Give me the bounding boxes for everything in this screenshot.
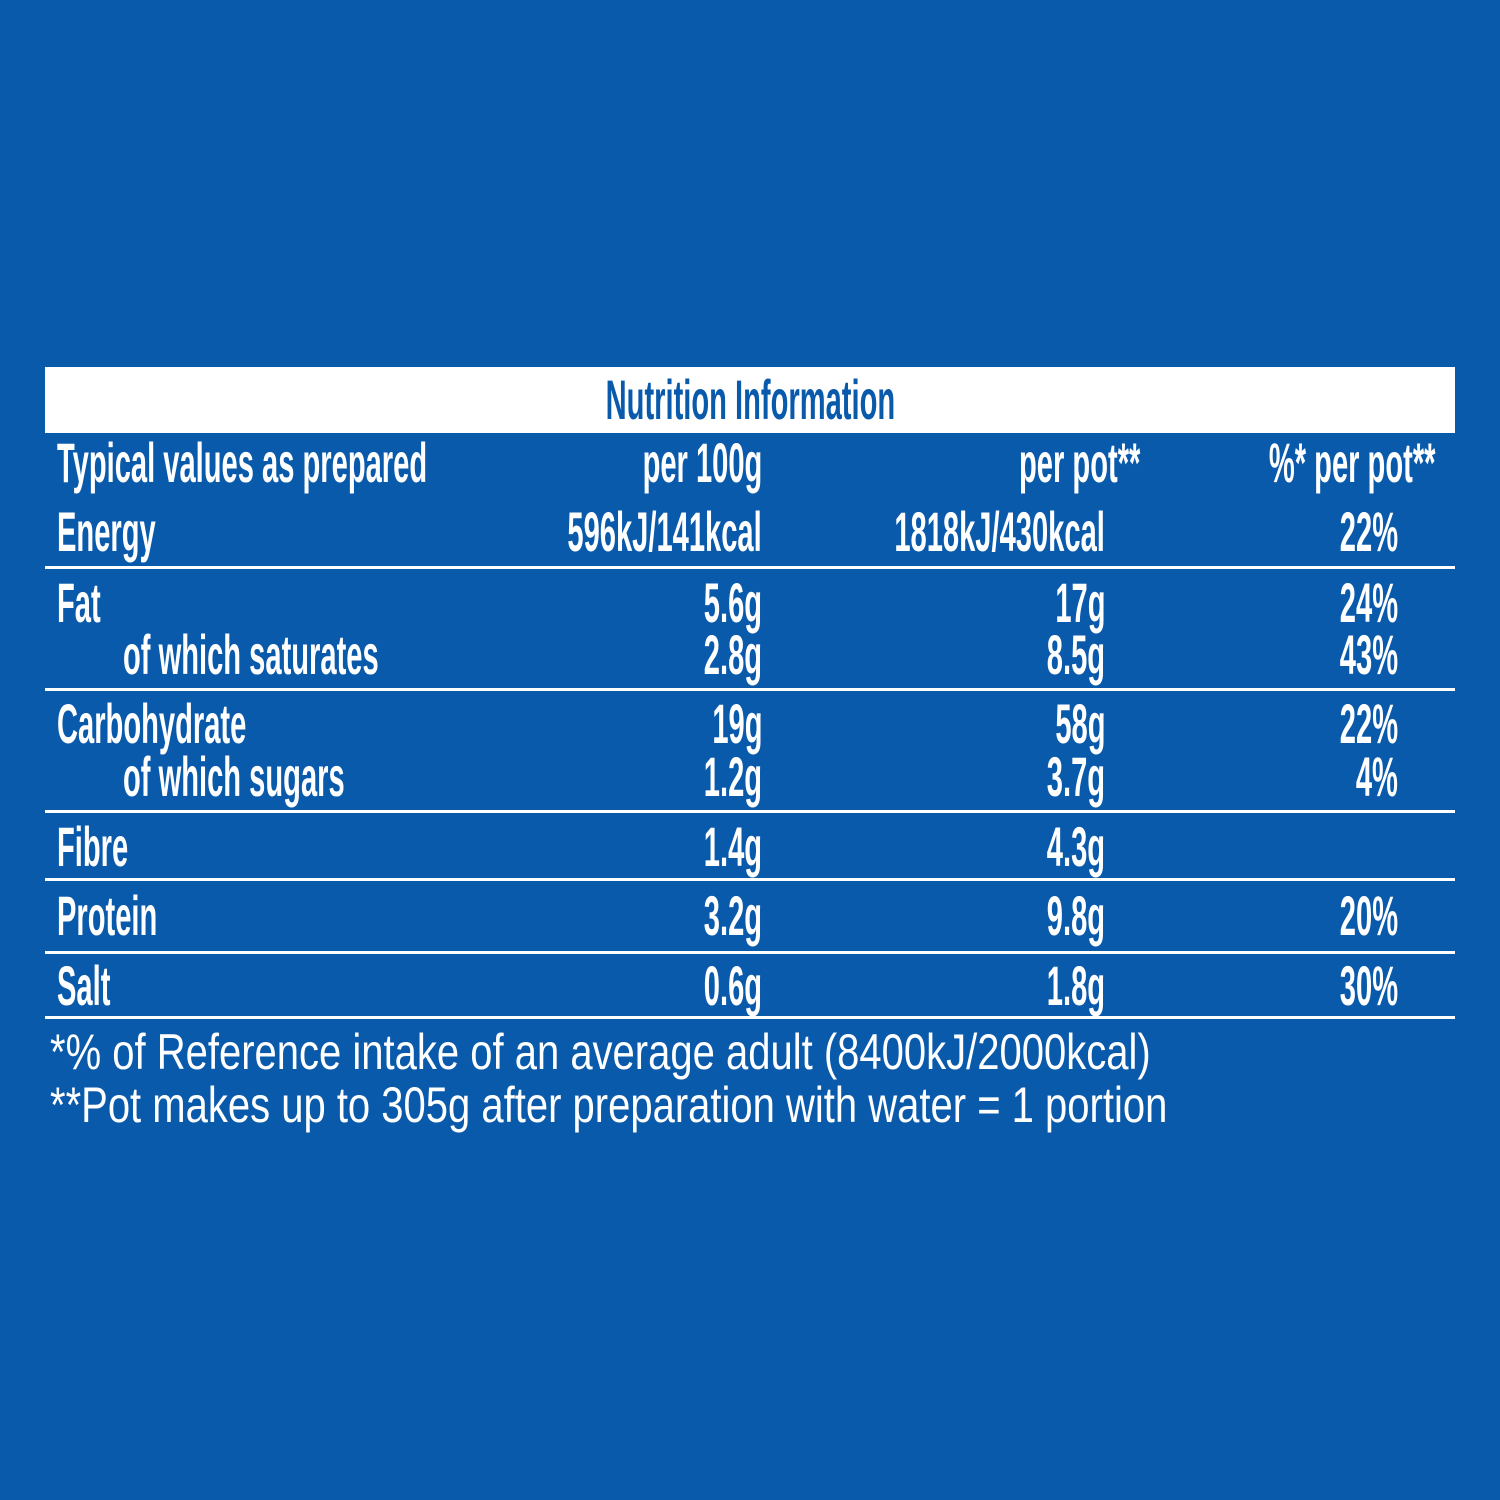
cell-text: 43%	[1339, 623, 1398, 686]
row-ri: 22%	[1286, 694, 1398, 754]
cell-text: 3.7g	[1046, 745, 1105, 808]
cell-text: 58g	[1054, 692, 1105, 755]
cell-text: 0.6g	[703, 954, 762, 1017]
row-label: of which sugars	[123, 747, 549, 807]
cell-text: 1.4g	[703, 815, 762, 878]
row-per100g: 2.8g	[650, 625, 762, 685]
row-perpot: 9.8g	[993, 886, 1105, 946]
cell-text: 8.5g	[1046, 623, 1105, 686]
row-perpot: 4.3g	[993, 817, 1105, 877]
row-label: Salt	[57, 956, 160, 1016]
cell-text: 24%	[1339, 571, 1398, 634]
cell-text: 19g	[711, 692, 762, 755]
cell-text: per 100g	[642, 431, 762, 494]
row-ri: 24%	[1286, 573, 1398, 633]
row-label: Fibre	[57, 817, 194, 877]
cell-text: **Pot makes up to 305g after preparation…	[50, 1077, 1168, 1133]
cell-text: 2.8g	[703, 623, 762, 686]
cell-text: 9.8g	[1046, 884, 1105, 947]
row-ri: 22%	[1286, 502, 1398, 562]
divider	[45, 1016, 1455, 1019]
cell-text: Salt	[57, 954, 111, 1017]
cell-text: Energy	[57, 500, 156, 563]
cell-text: 3.2g	[703, 884, 762, 947]
row-per100g: 5.6g	[650, 573, 762, 633]
row-perpot: 1818kJ/430kcal	[700, 502, 1105, 562]
cell-text: 30%	[1339, 954, 1398, 1017]
cell-text: per pot**	[1018, 431, 1140, 494]
row-per100g: 1.2g	[650, 747, 762, 807]
row-ri: 30%	[1286, 956, 1398, 1016]
row-label: of which saturates	[123, 625, 615, 685]
header-perpot: per pot**	[907, 433, 1140, 493]
divider	[45, 810, 1455, 813]
header-label: Typical values as prepared	[57, 433, 769, 493]
row-label: Fat	[57, 573, 141, 633]
cell-text: 596kJ/141kcal	[567, 500, 762, 563]
cell-text: Carbohydrate	[57, 692, 247, 755]
row-per100g: 596kJ/141kcal	[388, 502, 762, 562]
cell-text: 22%	[1339, 500, 1398, 563]
row-ri: 20%	[1286, 886, 1398, 946]
cell-text: %* per pot**	[1268, 431, 1435, 494]
cell-text: *% of Reference intake of an average adu…	[50, 1024, 1151, 1080]
row-label: Protein	[57, 886, 250, 946]
divider	[45, 688, 1455, 691]
cell-text: 20%	[1339, 884, 1398, 947]
cell-text: of which sugars	[123, 745, 345, 808]
cell-text: 1.2g	[703, 745, 762, 808]
divider	[45, 878, 1455, 881]
row-label: Energy	[57, 502, 247, 562]
cell-text: Fibre	[57, 815, 129, 878]
divider	[45, 951, 1455, 954]
footnote-reference-intake: *% of Reference intake of an average adu…	[50, 1024, 1426, 1080]
cell-text: 1818kJ/430kcal	[894, 500, 1105, 563]
header-per100g: per 100g	[532, 433, 762, 493]
row-ri: 4%	[1317, 747, 1398, 807]
cell-text: 4.3g	[1046, 815, 1105, 878]
footnote-portion: **Pot makes up to 305g after preparation…	[50, 1077, 1447, 1133]
row-per100g: 19g	[666, 692, 762, 755]
title-text: Nutrition Information	[605, 368, 895, 431]
row-ri: 43%	[1286, 625, 1398, 685]
header-ri: %* per pot**	[1115, 431, 1435, 494]
row-perpot: 8.5g	[993, 625, 1105, 685]
page-title: Nutrition Information	[45, 370, 1455, 430]
title-bar: Nutrition Information	[45, 367, 1455, 433]
cell-text: 1.8g	[1046, 954, 1105, 1017]
cell-text: 22%	[1339, 692, 1398, 755]
row-label: Carbohydrate	[57, 694, 421, 754]
cell-text: Typical values as prepared	[57, 431, 428, 494]
cell-text: Protein	[57, 884, 158, 947]
divider	[45, 566, 1455, 569]
cell-text: 5.6g	[703, 571, 762, 634]
cell-text: 17g	[1054, 571, 1105, 634]
cell-text: of which saturates	[123, 623, 379, 686]
cell-text: 4%	[1355, 745, 1398, 808]
row-per100g: 3.2g	[650, 886, 762, 946]
row-perpot: 58g	[1009, 692, 1105, 755]
row-per100g: 1.4g	[650, 817, 762, 877]
row-perpot: 17g	[1009, 571, 1105, 634]
row-perpot: 1.8g	[993, 956, 1105, 1016]
cell-text: Fat	[57, 571, 101, 634]
row-perpot: 3.7g	[993, 747, 1105, 807]
row-per100g: 0.6g	[650, 956, 762, 1016]
